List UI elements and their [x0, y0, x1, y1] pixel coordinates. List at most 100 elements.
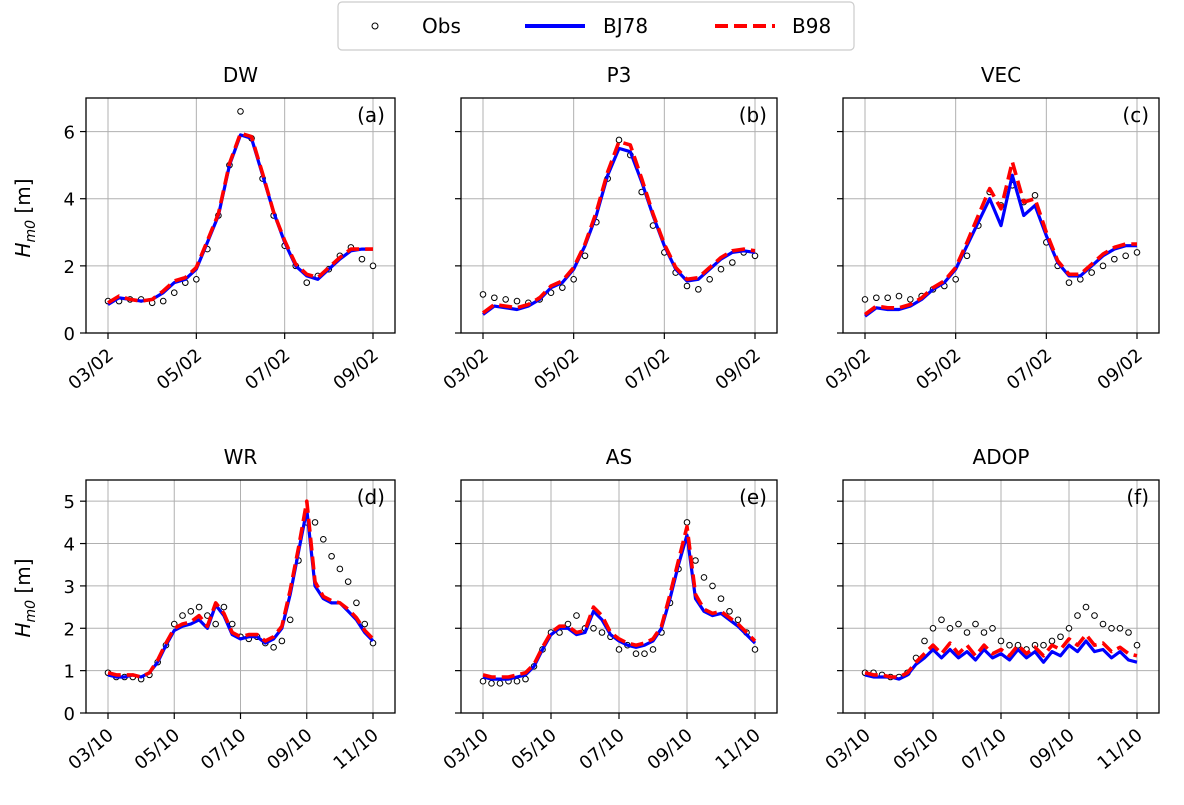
panel-as-obs-point-32	[751, 646, 759, 653]
panel-as-xtick-label-4: 11/10	[712, 725, 765, 774]
panel-adop-obs-point-26	[1082, 603, 1090, 611]
panel-adop-title: ADOP	[973, 445, 1030, 469]
panel-as-series-b98	[482, 524, 757, 679]
panel-wr-obs-point-12	[204, 612, 211, 619]
panel-as-obs-point-28	[717, 595, 725, 602]
panel-as-obs-point-1	[488, 680, 495, 687]
panel-adop-obs-point-17	[1006, 641, 1013, 649]
panel-dw-tag: (a)	[357, 103, 385, 127]
panel-as: 03/10 05/10 07/10 09/10 11/10 AS (e)	[440, 445, 778, 774]
panel-adop-xtick-label-3: 09/10	[1026, 725, 1079, 774]
legend: Obs BJ78 B98	[337, 1, 855, 51]
panel-p3-obs-point-2	[502, 296, 509, 303]
panel-vec-obs-point-2	[884, 294, 891, 302]
panel-wr-obs-point-14	[220, 603, 228, 611]
panel-p3-obs-point-20	[706, 275, 713, 283]
panel-p3-xtick-label-3: 09/02	[712, 345, 765, 394]
panel-wr-xtick-label-2: 07/10	[197, 725, 250, 774]
panel-as-title: AS	[606, 445, 632, 469]
panel-p3-series-bj78	[482, 146, 756, 316]
panel-wr-xtick-label-3: 09/10	[263, 725, 316, 774]
panel-adop-obs-point-10	[946, 624, 954, 632]
panel-adop-obs-point-7	[921, 637, 928, 645]
panel-as-obs-point-26	[700, 574, 708, 581]
panel-adop-xtick-label-4: 11/10	[1094, 725, 1147, 774]
panel-p3-xtick-label-2: 07/02	[621, 345, 674, 394]
panel-vec-obs-point-8	[952, 275, 959, 283]
panel-p3: 03/02 05/02 07/02 09/02 P3 (b)	[440, 63, 778, 394]
panel-wr-obs-point-11	[195, 603, 203, 611]
panel-wr-obs-point-29	[344, 578, 352, 585]
panel-wr-ytick-label-1: 1	[64, 662, 75, 683]
y-axis-label-bottom: Hm0 [m]	[11, 558, 39, 637]
panel-dw-obs-point-6	[170, 289, 178, 297]
panel-vec-frame	[842, 97, 1160, 334]
y-label-base: H	[11, 622, 35, 637]
panel-adop-obs-point-30	[1116, 624, 1124, 632]
y-label-unit: [m]	[11, 558, 35, 599]
panel-as-obs-point-20	[649, 646, 657, 653]
panel-adop-obs-point-24	[1065, 624, 1073, 632]
panel-vec-obs-point-9	[963, 252, 971, 260]
panel-wr-obs-point-31	[361, 620, 369, 628]
panel-adop: 03/10 05/10 07/10 09/10 11/10 ADOP (f)	[822, 445, 1160, 774]
panel-as-obs-point-16	[615, 646, 623, 653]
panel-as-obs-point-5	[522, 675, 529, 683]
panel-as-obs-point-29	[726, 608, 733, 615]
panel-as-obs-point-13	[590, 624, 597, 632]
panel-as-obs-point-2	[496, 680, 504, 687]
panel-as-xtick-label-0: 03/10	[440, 725, 493, 774]
panel-wr-obs-point-13	[212, 620, 219, 628]
panel-wr-obs-point-22	[286, 616, 294, 624]
panel-p3-obs-point-7	[559, 284, 566, 291]
panel-wr-ytick-label-2: 2	[64, 619, 75, 640]
y-label-sub: m0	[23, 220, 39, 243]
panel-adop-obs-point-16	[997, 637, 1005, 645]
panel-p3-tag: (b)	[739, 103, 767, 127]
panel-as-obs-point-0	[479, 677, 487, 685]
panel-wr-obs-point-9	[179, 612, 186, 619]
panel-dw-frame	[85, 97, 396, 334]
panel-wr-obs-point-25	[311, 519, 319, 526]
panel-adop-obs-point-15	[989, 624, 996, 632]
panel-as-obs-point-18	[632, 650, 640, 657]
panel-p3-series-obs	[479, 136, 759, 307]
panel-wr-obs-point-26	[320, 536, 327, 543]
panel-vec-obs-point-24	[1133, 249, 1141, 256]
panel-wr-obs-point-27	[328, 552, 335, 560]
panel-dw-series-bj78	[107, 133, 373, 306]
panel-as-xtick-label-3: 09/10	[644, 725, 697, 774]
panel-vec-title: VEC	[981, 63, 1021, 87]
panel-as-tag: (e)	[739, 485, 767, 509]
panel-dw-xtick-label-2: 07/02	[241, 345, 294, 394]
panel-vec-series-b98	[863, 160, 1137, 316]
panel-dw-obs-point-12	[237, 108, 244, 115]
panel-adop-obs-point-31	[1125, 629, 1132, 636]
panel-adop-xtick-label-2: 07/10	[958, 725, 1011, 774]
panel-as-obs-point-19	[641, 650, 648, 657]
panel-wr: 03/10 05/10 07/10 09/10 11/10 0 1 2 3 4 5 WR (d)	[64, 445, 396, 774]
panel-dw-obs-point-24	[369, 262, 377, 270]
legend-label-b98: B98	[792, 14, 831, 38]
panel-as-obs-point-4	[513, 677, 521, 685]
panel-dw-obs-point-5	[159, 297, 167, 305]
panel-vec-obs-point-20	[1088, 269, 1095, 276]
panel-vec-xtick-label-2: 07/02	[1003, 345, 1056, 394]
panel-p3-obs-point-22	[729, 259, 736, 266]
panel-adop-obs-point-13	[972, 620, 979, 628]
panel-as-obs-point-30	[734, 616, 742, 624]
panel-wr-title: WR	[224, 445, 258, 469]
panel-adop-obs-point-14	[980, 629, 988, 636]
panel-as-xtick-label-1: 05/10	[508, 725, 561, 774]
panel-wr-xtick-label-4: 11/10	[330, 725, 383, 774]
y-label-sub: m0	[23, 600, 39, 623]
panel-vec-tag: (c)	[1122, 103, 1149, 127]
panel-vec-obs-point-3	[895, 292, 903, 300]
panel-dw-xtick-label-3: 09/02	[330, 345, 383, 394]
panel-as-obs-point-14	[598, 629, 606, 636]
legend-label-obs: Obs	[422, 14, 461, 38]
panel-vec-xtick-label-0: 03/02	[822, 345, 875, 394]
panel-wr-ytick-label-4: 4	[64, 535, 75, 556]
panel-p3-series-b98	[481, 139, 756, 315]
